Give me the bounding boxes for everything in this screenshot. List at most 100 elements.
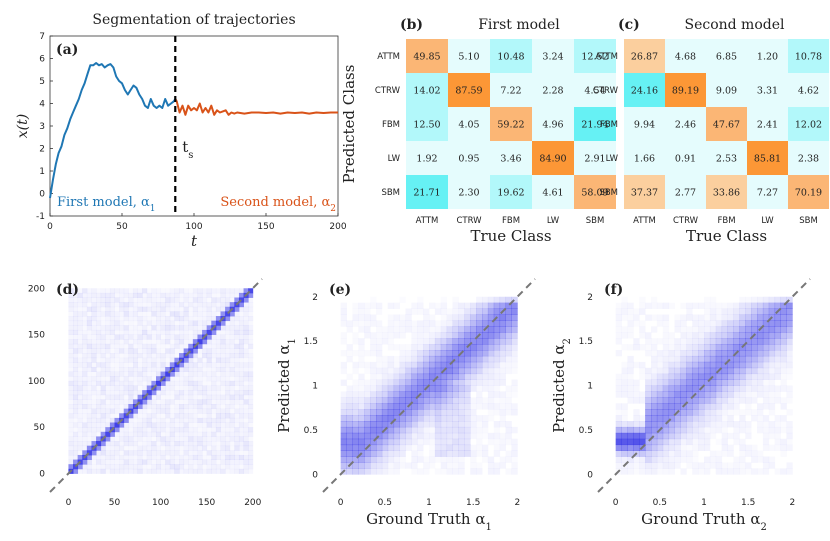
panel-d-density-cell [119,380,125,386]
panel-b-cell-label: 12.50 [413,120,440,131]
panel-e-density-cell [452,373,459,380]
panel-f-density-cell [751,361,758,369]
panel-d-density-cell [197,404,203,410]
panel-d-density-cell [128,394,134,400]
panel-d-ytick-label: 150 [28,331,45,341]
panel-e-density-cell [417,355,424,363]
panel-d-density-cell [211,320,217,326]
panel-d-density-cell [77,413,83,419]
panel-d-density-cell [156,413,161,418]
panel-f-density-cell [710,303,716,309]
panel-d-density-cell [248,316,254,322]
panel-e-density-cell [352,303,358,309]
panel-e-density-cell [399,367,406,375]
panel-d-density-cell [179,362,185,368]
panel-f-density-cell [780,338,787,345]
panel-e-density-cell [434,385,442,392]
panel-e-density-cell [446,409,453,416]
panel-d-density-cell [114,288,120,294]
panel-e-density-cell [482,367,489,375]
panel-d-density-cell [82,459,88,465]
panel-e-density-cell [358,314,365,321]
panel-e-density-cell [458,421,465,428]
panel-e-density-cell [440,397,448,404]
panel-e-density-cell [411,468,417,474]
panel-e-density-cell [358,438,365,446]
panel-e-density-cell [470,445,476,451]
panel-e-density-cell [399,350,406,357]
panel-d-density-cell [215,362,221,368]
panel-d-density-cell [165,339,171,345]
panel-e-density-cell [493,296,501,304]
panel-d-density-cell [128,343,134,349]
panel-f-density-cell [769,433,775,439]
panel-d-density-cell [202,385,208,391]
panel-f-density-cell [727,385,734,392]
panel-b-xtick-label: SBM [586,216,605,226]
panel-d-density-cell [165,371,171,377]
panel-d-density-cell [234,329,240,335]
panel-d-density-cell [207,427,212,432]
panel-f-density-cell [698,397,705,404]
panel-e-density-cell [487,361,495,369]
panel-d-density-cell [211,409,216,414]
panel-e-density-cell [499,320,506,327]
panel-d-density-cell [91,353,97,359]
panel-a-series-1 [49,62,177,199]
panel-e-density-cell [482,302,489,309]
panel-d-density-cell [119,413,125,419]
panel-d-density-cell [225,441,231,447]
panel-d-density-cell [183,376,189,382]
panel-e-density-cell [405,308,412,315]
panel-e-density-cell [488,409,494,415]
panel-d-density-cell [179,454,185,460]
panel-d-density-cell [132,399,138,405]
panel-e-density-cell [440,421,448,428]
panel-d-density-cell [170,339,175,344]
panel-d-density-cell [220,343,226,349]
panel-d-density-cell [183,413,189,419]
panel-e-density-cell [434,326,442,333]
panel-d-density-cell [123,306,129,312]
panel-f-density-cell [639,438,646,446]
panel-f-density-cell [757,391,764,398]
panel-d-density-cell [192,306,198,312]
panel-d-density-cell [146,450,152,456]
panel-d-density-cell [105,408,111,414]
panel-d-density-cell [91,348,97,354]
panel-f-density-cell [680,456,687,463]
panel-e-density-cell [506,386,512,392]
panel-e-density-cell [405,391,412,398]
panel-d-density-cell [73,302,79,308]
panel-d-density-cell [100,302,106,308]
panel-d-density-cell [156,302,162,308]
panel-e-density-cell [470,421,477,428]
panel-d-density-cell [206,417,212,423]
panel-f-density-cell [768,308,776,315]
panel-e-density-cell [411,309,417,315]
panel-d-density-cell [183,450,189,456]
panel-d-density-cell [151,399,157,405]
panel-d-density-cell [156,362,162,368]
panel-d-density-cell [68,380,74,386]
panel-a-title: Segmentation of trajectories [92,12,295,28]
panel-d-density-cell [184,464,189,469]
panel-f-density-cell [680,426,687,434]
panel-d-density-cell [202,325,208,331]
panel-d-density-cell [133,344,138,349]
panel-d-density-cell [234,422,240,428]
panel-e-density-cell [452,367,459,375]
panel-f-density-cell [739,397,746,404]
panel-d-density-cell [211,399,216,404]
panel-d-density-cell [68,334,74,340]
panel-f-density-cell [651,397,658,404]
panel-f-density-cell [656,456,664,463]
panel-e-density-cell [423,314,430,321]
panel-d-density-cell [73,450,79,456]
panel-d-density-cell [234,404,239,409]
panel-d-density-cell [183,311,189,317]
panel-e-density-cell [446,344,453,351]
panel-d-density-cell [211,358,216,363]
panel-d-density-cell [96,432,101,437]
panel-e-density-cell [382,326,388,332]
